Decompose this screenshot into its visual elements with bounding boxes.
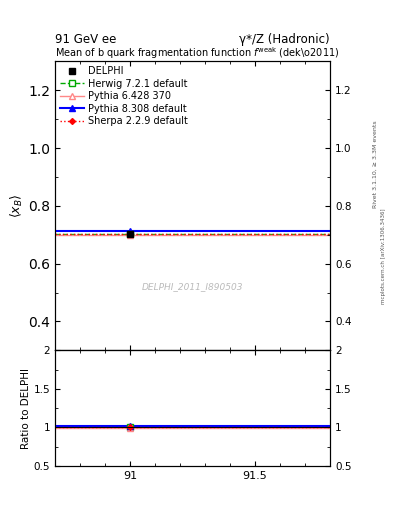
Text: Rivet 3.1.10, ≥ 3.3M events: Rivet 3.1.10, ≥ 3.3M events (373, 120, 378, 208)
Legend: DELPHI, Herwig 7.2.1 default, Pythia 6.428 370, Pythia 8.308 default, Sherpa 2.2: DELPHI, Herwig 7.2.1 default, Pythia 6.4… (58, 65, 190, 128)
Text: Mean of b quark fragmentation function $\mathit{f}^{\rm weak}$ (dek\o2011): Mean of b quark fragmentation function $… (55, 46, 340, 61)
Text: γ*/Z (Hadronic): γ*/Z (Hadronic) (239, 33, 330, 46)
Y-axis label: $\langle x_B \rangle$: $\langle x_B \rangle$ (9, 194, 26, 218)
Text: mcplots.cern.ch [arXiv:1306.3436]: mcplots.cern.ch [arXiv:1306.3436] (381, 208, 386, 304)
Text: 91 GeV ee: 91 GeV ee (55, 33, 116, 46)
Text: DELPHI_2011_I890503: DELPHI_2011_I890503 (142, 282, 243, 291)
Y-axis label: Ratio to DELPHI: Ratio to DELPHI (21, 368, 31, 449)
